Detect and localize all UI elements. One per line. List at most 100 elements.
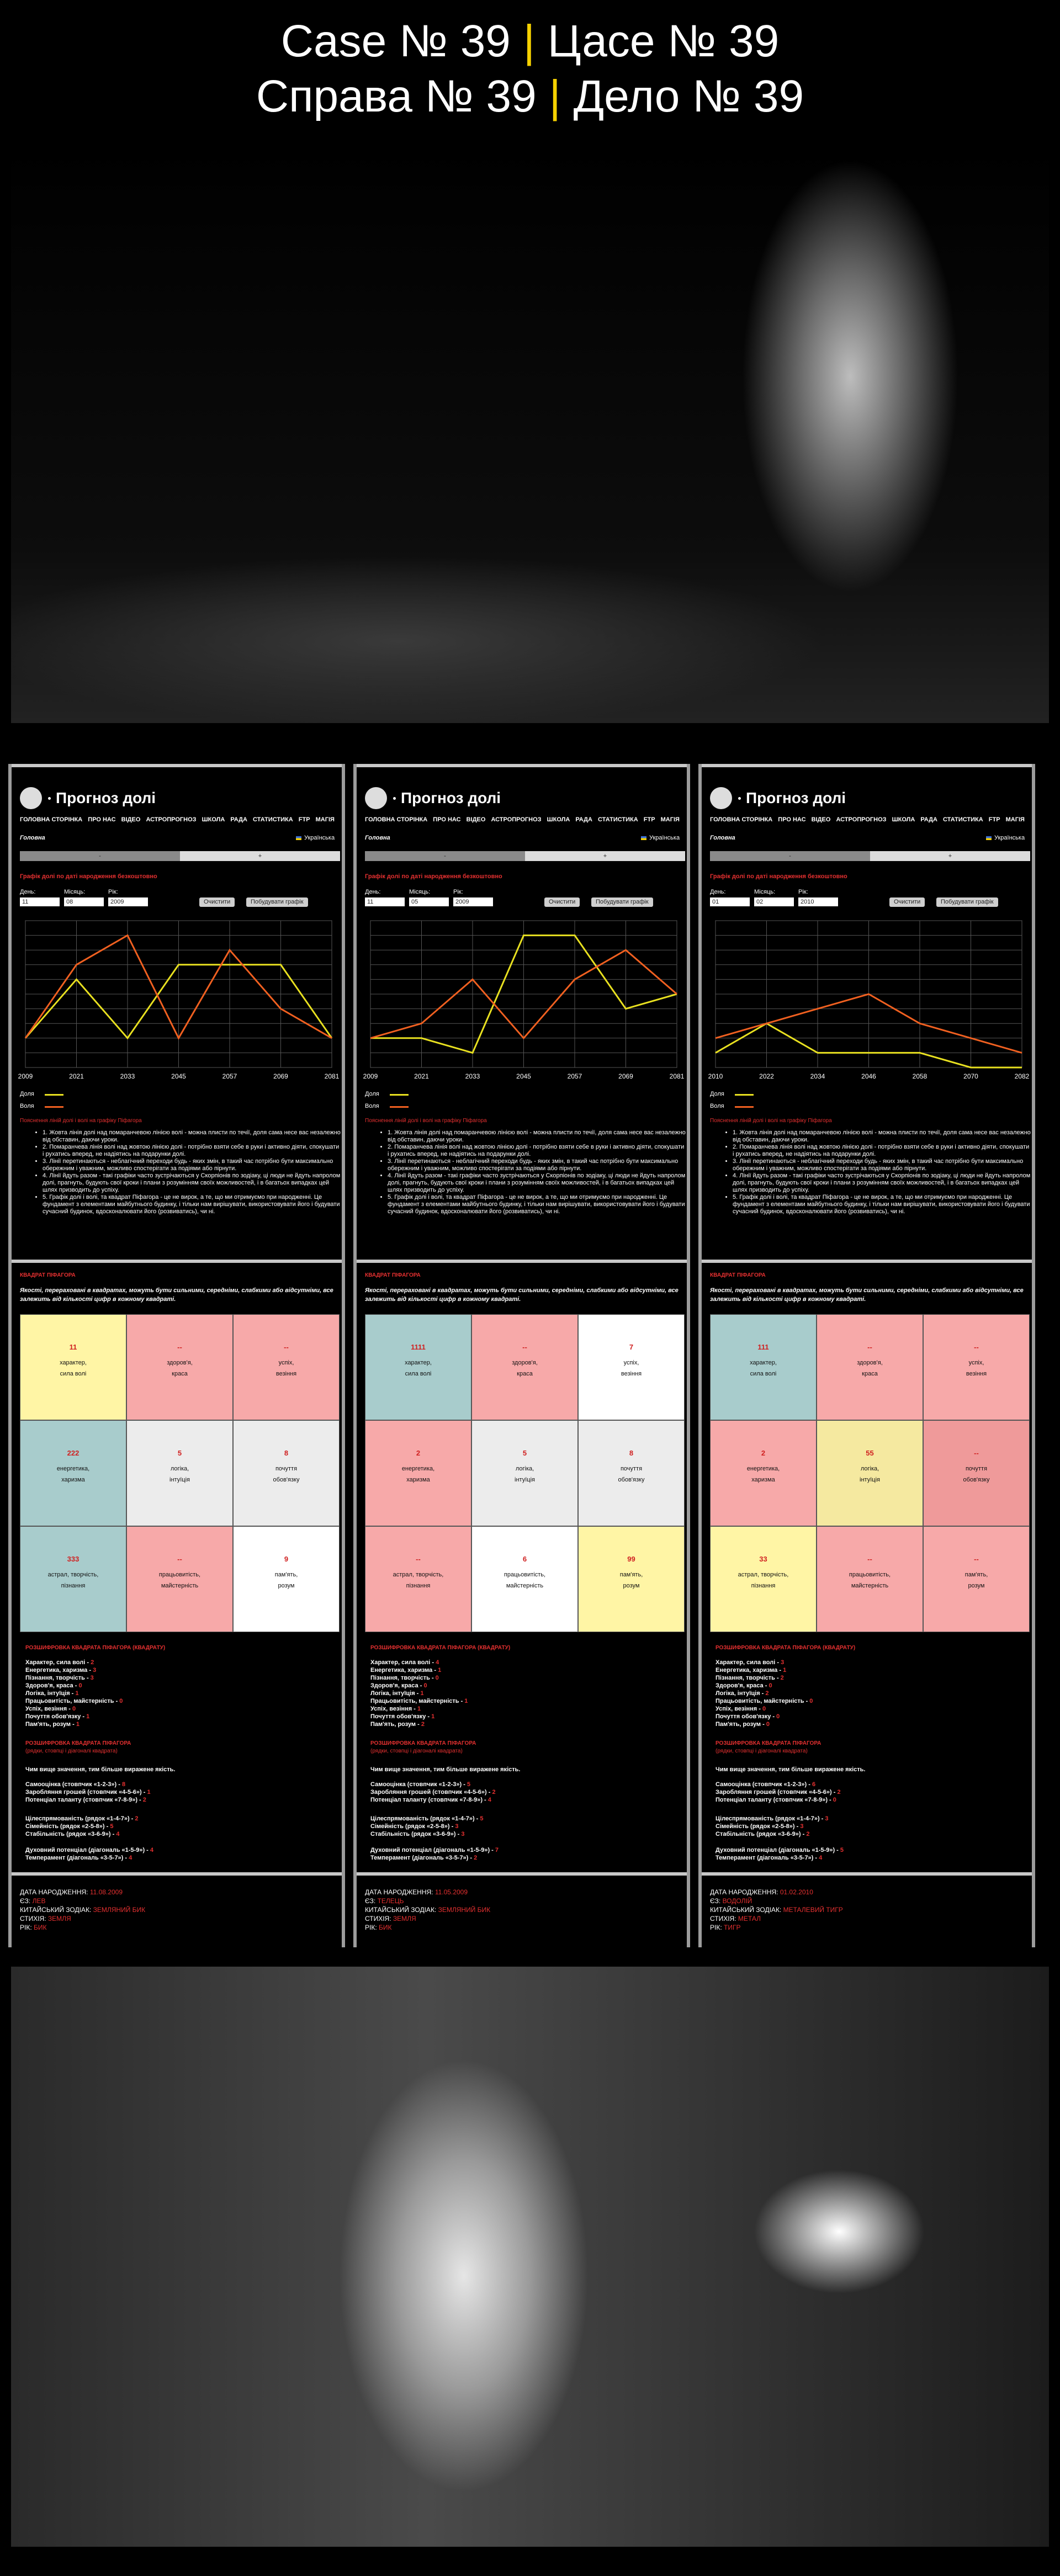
- nav-link[interactable]: МАГІЯ: [315, 816, 335, 823]
- cell-label-line: інтуїція: [860, 1476, 880, 1483]
- minus-button[interactable]: -: [20, 851, 180, 861]
- field-label: День:: [365, 889, 381, 895]
- minus-button[interactable]: -: [365, 851, 525, 861]
- build-button[interactable]: Побудувати графік: [591, 897, 653, 907]
- language[interactable]: Українська: [304, 835, 335, 841]
- decoding-label: Пам'ять, розум -: [716, 1721, 765, 1728]
- date-input[interactable]: 01: [710, 897, 750, 906]
- nav-link[interactable]: МАГІЯ: [660, 816, 680, 823]
- info-value: 11.08.2009: [89, 1888, 123, 1896]
- decoding-label: Енергетика, харизма -: [25, 1667, 91, 1674]
- info-label: КИТАЙСЬКИЙ ЗОДІАК:: [710, 1906, 782, 1914]
- summary-label: Потенціал таланту (стовпчик «7-8-9») -: [370, 1797, 486, 1803]
- cell-digits: 33: [759, 1555, 767, 1563]
- summary-row: Темперамент (діагональ «3-5-7») - 2: [370, 1855, 477, 1862]
- nav-link[interactable]: АСТРОПРОГНОЗ: [836, 816, 887, 823]
- nav-link[interactable]: ШКОЛА: [892, 816, 915, 823]
- cell-digits: 11: [69, 1343, 77, 1351]
- summary-subtitle: (рядки, стовпці і діагоналі квадрата): [716, 1748, 808, 1754]
- nav-link[interactable]: ШКОЛА: [547, 816, 570, 823]
- nav-link[interactable]: ВІДЕО: [466, 816, 486, 823]
- date-input[interactable]: 2009: [108, 897, 148, 906]
- explanation-item: 4. Лінії йдуть разом - такі графіки част…: [388, 1172, 686, 1194]
- summary-row: Стабільність (рядок «3-6-9») - 2: [716, 1831, 809, 1838]
- clear-button[interactable]: Очистити: [889, 897, 925, 907]
- summary-value: 0: [833, 1797, 836, 1803]
- cell-label-line: успіх,: [968, 1359, 984, 1366]
- cell-label-line: пам'ять,: [274, 1571, 298, 1578]
- nav-link[interactable]: FTP: [643, 816, 655, 823]
- nav-link[interactable]: FTP: [988, 816, 1000, 823]
- nav-link[interactable]: ГОЛОВНА СТОРІНКА: [710, 816, 773, 823]
- info-value: БИК: [379, 1924, 392, 1931]
- nav-link[interactable]: ПРО НАС: [433, 816, 461, 823]
- nav-link[interactable]: СТАТИСТИКА: [943, 816, 983, 823]
- decoding-value: 4: [436, 1659, 439, 1666]
- language[interactable]: Українська: [649, 835, 680, 841]
- x-tick-label: 2057: [222, 1072, 237, 1080]
- decoding-value: 1: [438, 1667, 442, 1674]
- summary-row: Заробляння грошей (стовпчик «4-5-6») - 2: [370, 1789, 496, 1796]
- nav-link[interactable]: FTP: [298, 816, 310, 823]
- movie-still: [11, 1967, 1049, 2547]
- title-dot: [393, 797, 396, 800]
- cell-label-line: астрал, творчість,: [47, 1571, 99, 1578]
- cell-label-line: характер,: [405, 1359, 432, 1366]
- square-cell: -- почуття обов'язку: [923, 1420, 1030, 1526]
- nav-link[interactable]: СТАТИСТИКА: [253, 816, 293, 823]
- cell-digits: --: [974, 1449, 979, 1457]
- cell-digits: 6: [522, 1555, 527, 1563]
- cell-label-line: працьовитість,: [504, 1571, 546, 1578]
- cell-digits: 55: [866, 1449, 874, 1457]
- nav-link[interactable]: РАДА: [920, 816, 937, 823]
- nav-link[interactable]: СТАТИСТИКА: [598, 816, 638, 823]
- legend-swatch: [390, 1094, 409, 1096]
- date-input[interactable]: 08: [64, 897, 104, 906]
- plus-button[interactable]: +: [180, 851, 340, 861]
- square-cell: 2 енергетика, харизма: [365, 1420, 471, 1526]
- date-input[interactable]: 2010: [798, 897, 838, 906]
- date-input[interactable]: 02: [754, 897, 794, 906]
- cell-digits: 333: [67, 1555, 80, 1563]
- x-tick-label: 2057: [568, 1072, 582, 1080]
- clear-button[interactable]: Очистити: [544, 897, 580, 907]
- clear-button[interactable]: Очистити: [199, 897, 235, 907]
- nav-link[interactable]: ГОЛОВНА СТОРІНКА: [365, 816, 428, 823]
- nav-link[interactable]: АСТРОПРОГНОЗ: [491, 816, 542, 823]
- date-input[interactable]: 11: [365, 897, 405, 906]
- plus-button[interactable]: +: [525, 851, 685, 861]
- nav-link[interactable]: МАГІЯ: [1005, 816, 1025, 823]
- summary-row: Цілеспрямованість (рядок «1-4-7») - 5: [370, 1815, 484, 1823]
- cell-label-line: пізнання: [61, 1582, 86, 1589]
- nav-link[interactable]: ПРО НАС: [88, 816, 116, 823]
- date-input[interactable]: 2009: [453, 897, 493, 906]
- cell-label-line: майстерність: [506, 1582, 544, 1589]
- explanation-title: Пояснення ліній долі і волі на графіку П…: [20, 1118, 142, 1124]
- square-cell: -- працьовитість, майстерність: [817, 1526, 923, 1632]
- cell-digits: 2: [761, 1449, 766, 1457]
- explanation-item: 1. Жовта лінія долі над помаранчевою лін…: [43, 1129, 341, 1144]
- nav-link[interactable]: ГОЛОВНА СТОРІНКА: [20, 816, 83, 823]
- decoding-row: Енергетика, харизма - 1: [370, 1667, 441, 1674]
- date-input[interactable]: 11: [20, 897, 60, 906]
- nav-link[interactable]: РАДА: [230, 816, 247, 823]
- minus-button[interactable]: -: [710, 851, 870, 861]
- summary-row: Сімейність (рядок «2-5-8») - 5: [25, 1823, 113, 1830]
- explanation-item: 5. Графік долі і волі, та квадрат Піфаго…: [388, 1194, 686, 1215]
- nav-link[interactable]: ПРО НАС: [778, 816, 806, 823]
- nav-link[interactable]: ШКОЛА: [202, 816, 225, 823]
- decoding-label: Пізнання, творчість -: [25, 1675, 89, 1681]
- date-input[interactable]: 05: [409, 897, 449, 906]
- nav-link[interactable]: ВІДЕО: [811, 816, 831, 823]
- breadcrumb: Головна: [365, 835, 390, 841]
- build-button[interactable]: Побудувати графік: [936, 897, 998, 907]
- square-cell: 8 почуття обов'язку: [233, 1420, 340, 1526]
- nav-link[interactable]: АСТРОПРОГНОЗ: [146, 816, 197, 823]
- language[interactable]: Українська: [994, 835, 1025, 841]
- nav-link[interactable]: РАДА: [575, 816, 592, 823]
- build-button[interactable]: Побудувати графік: [246, 897, 308, 907]
- plus-button[interactable]: +: [870, 851, 1030, 861]
- cell-label: здоров'я, краса: [472, 1357, 577, 1379]
- legend-swatch: [45, 1094, 63, 1096]
- nav-link[interactable]: ВІДЕО: [121, 816, 141, 823]
